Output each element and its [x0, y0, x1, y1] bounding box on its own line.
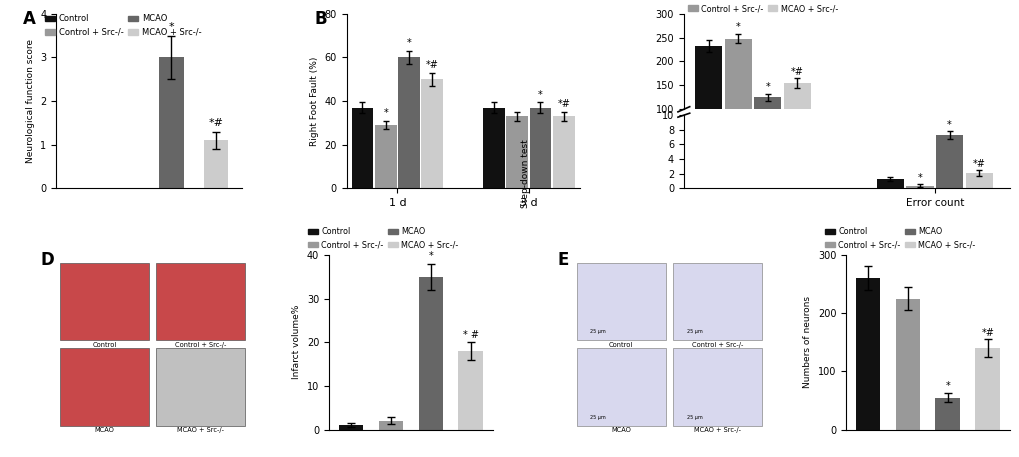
Bar — [855, 278, 879, 430]
Bar — [458, 351, 483, 430]
Text: *: * — [945, 381, 950, 391]
Text: *: * — [917, 173, 921, 183]
Text: B: B — [314, 10, 326, 28]
Bar — [552, 117, 574, 188]
Bar — [352, 108, 373, 188]
Text: Control + Src-/-: Control + Src-/- — [175, 342, 226, 348]
Text: *: * — [947, 120, 951, 130]
Text: E: E — [557, 251, 569, 269]
Bar — [577, 263, 665, 340]
Text: *: * — [538, 90, 542, 100]
Bar — [375, 125, 396, 188]
Bar — [753, 97, 781, 157]
Bar — [577, 348, 665, 425]
Text: MCAO: MCAO — [610, 427, 631, 433]
Bar — [895, 298, 919, 430]
Bar — [204, 140, 227, 188]
Bar — [934, 398, 959, 430]
Text: 25 µm: 25 µm — [590, 329, 605, 335]
Text: 25 µm: 25 µm — [686, 415, 702, 420]
Text: *: * — [383, 108, 387, 118]
Text: 25 µm: 25 µm — [590, 415, 605, 420]
Bar — [60, 348, 149, 425]
Bar — [505, 117, 528, 188]
Text: 25 µm: 25 µm — [686, 329, 702, 335]
Text: Step-down test: Step-down test — [521, 139, 529, 208]
Text: * #: * # — [463, 330, 478, 340]
Text: *: * — [764, 82, 769, 92]
Bar — [935, 135, 962, 188]
Bar — [483, 108, 504, 188]
Bar — [378, 421, 403, 430]
Text: *#: *# — [556, 99, 570, 109]
Bar — [421, 79, 442, 188]
Text: MCAO + Src-/-: MCAO + Src-/- — [693, 427, 741, 433]
Bar — [783, 83, 810, 157]
Text: A: A — [22, 10, 36, 28]
Bar — [673, 348, 761, 425]
Bar — [159, 58, 183, 188]
Bar — [529, 108, 550, 188]
Text: *#: *# — [208, 118, 223, 128]
Text: *: * — [168, 22, 174, 32]
Text: MCAO + Src-/-: MCAO + Src-/- — [177, 427, 224, 433]
Y-axis label: Neurological function score: Neurological function score — [25, 39, 35, 163]
Bar — [156, 348, 245, 425]
Text: *#: *# — [425, 60, 438, 70]
Text: *: * — [735, 22, 740, 32]
Bar — [156, 263, 245, 340]
Text: *: * — [407, 38, 411, 48]
Bar — [965, 173, 991, 188]
Bar — [723, 38, 751, 157]
Y-axis label: Numbers of neurons: Numbers of neurons — [802, 296, 811, 388]
Text: *: * — [428, 251, 433, 261]
Text: Control: Control — [92, 342, 116, 348]
Bar — [673, 263, 761, 340]
Bar — [397, 58, 420, 188]
Text: Control: Control — [608, 342, 633, 348]
Bar — [338, 425, 363, 430]
Bar — [974, 348, 1000, 430]
Text: *#: *# — [980, 328, 994, 338]
Bar — [875, 179, 903, 188]
Text: Control + Src-/-: Control + Src-/- — [691, 342, 743, 348]
Bar — [694, 46, 721, 157]
Legend: Control, Control + Src-/-, MCAO, MCAO + Src-/-: Control, Control + Src-/-, MCAO, MCAO + … — [45, 14, 201, 37]
Text: *#: *# — [972, 159, 984, 169]
Text: MCAO: MCAO — [94, 427, 114, 433]
Bar — [60, 263, 149, 340]
Text: D: D — [41, 251, 54, 269]
Legend: Control, Control + Src-/-, MCAO, MCAO + Src-/-: Control, Control + Src-/-, MCAO, MCAO + … — [824, 228, 974, 250]
Bar — [906, 186, 932, 188]
Text: C: C — [657, 0, 669, 3]
Legend: Control, Control + Src-/-, MCAO, MCAO + Src-/-: Control, Control + Src-/-, MCAO, MCAO + … — [308, 228, 459, 250]
Bar — [418, 276, 443, 430]
Y-axis label: Right Foot Fault (%): Right Foot Fault (%) — [310, 56, 319, 146]
Y-axis label: Infarct volume%: Infarct volume% — [292, 305, 301, 379]
Legend: Control, Control + Src-/-, MCAO, MCAO + Src-/-: Control, Control + Src-/-, MCAO, MCAO + … — [687, 0, 838, 13]
Text: *#: *# — [790, 67, 803, 77]
